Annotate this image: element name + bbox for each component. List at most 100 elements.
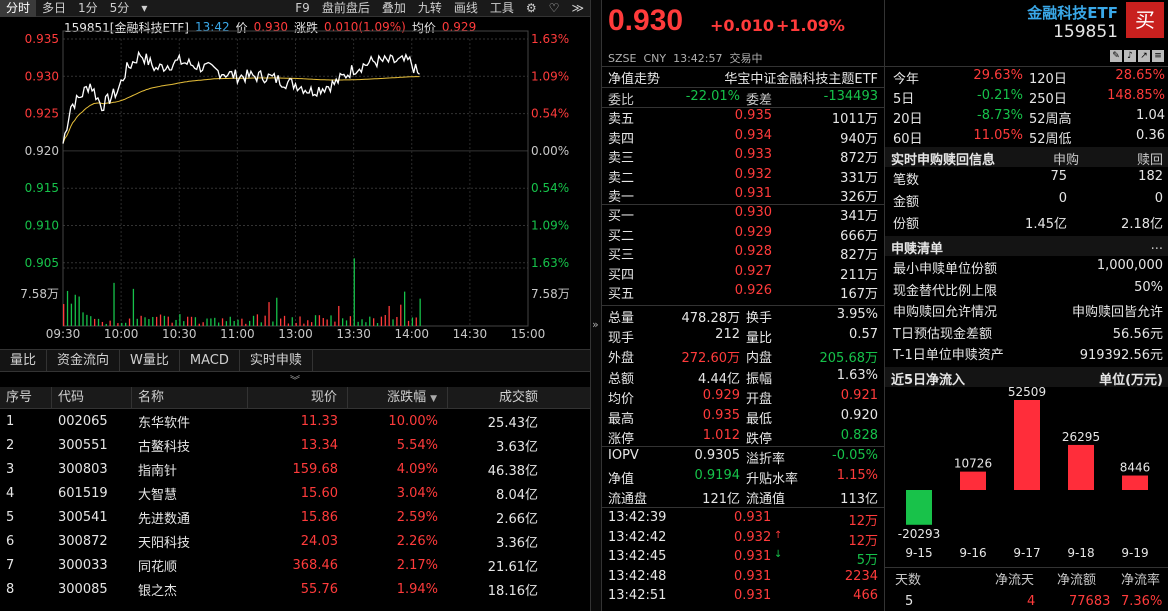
asks-row[interactable]: 卖二 0.932 331万 — [602, 167, 884, 186]
tab-w-volume-ratio[interactable]: W量比 — [120, 350, 180, 371]
up-arrow-icon: ↑ — [774, 529, 783, 541]
table-row[interactable]: 7 300033 同花顺 368.46 2.17% 21.61亿 — [0, 553, 590, 577]
row-price: 24.03 — [300, 533, 338, 549]
indicator-tabs: 量比 资金流向 W量比 MACD 实时申赎 — [0, 349, 590, 372]
table-row[interactable]: 5 300541 先进数通 15.86 2.59% 2.66亿 — [0, 505, 590, 529]
panel-divider[interactable]: » — [590, 0, 602, 611]
f9-button[interactable]: F9 — [295, 0, 310, 15]
draw-line-button[interactable]: 画线 — [453, 0, 478, 15]
stat-value: 0.57 — [849, 327, 878, 343]
volume-bar — [221, 318, 224, 326]
asks-row[interactable]: 卖一 0.931 326万 — [602, 186, 884, 205]
tab-intraday[interactable]: 分时 — [0, 0, 37, 17]
header-price[interactable]: 现价 — [248, 386, 348, 409]
stat-label: 内盘 — [746, 351, 773, 367]
table-row[interactable]: 6 300872 天阳科技 24.03 2.26% 3.36亿 — [0, 529, 590, 553]
tab-fund-flow[interactable]: 资金流向 — [47, 350, 121, 371]
y-axis-labels: 0.935 1.63% 0.930 1.09% 0.925 0.54% 0.920 0.00%… — [20, 32, 569, 301]
nine-turn-button[interactable]: 九转 — [417, 0, 442, 15]
table-row[interactable]: 2 300551 古鳌科技 13.34 5.54% 3.63亿 — [0, 433, 590, 457]
table-row[interactable]: 1 002065 东华软件 11.33 10.00% 25.43亿 — [0, 409, 590, 433]
header-code[interactable]: 代码 — [52, 386, 132, 409]
asks-price: 0.935 — [734, 108, 772, 123]
volume-bar — [361, 319, 363, 326]
bids-price: 0.929 — [734, 224, 772, 240]
flow-h-net-rate: 净流率 — [1121, 573, 1161, 588]
tab-1min[interactable]: 1分 — [78, 0, 98, 15]
heart-icon[interactable]: ♡ — [548, 0, 560, 15]
asks-level: 卖一 — [608, 190, 635, 205]
collapse-icon[interactable]: ︾ — [290, 376, 300, 387]
nav-trend-label[interactable]: 净值走势 — [608, 72, 661, 87]
intraday-chart[interactable]: 0.935 1.63% 0.930 1.09% 0.925 0.54% 0.920 0.00%… — [0, 30, 590, 345]
table-row[interactable]: 8 300085 银之杰 55.76 1.94% 18.16亿 — [0, 577, 590, 601]
row-change-pct: 2.26% — [396, 533, 438, 549]
edit-icon[interactable]: ✎ — [1110, 50, 1122, 62]
bell-icon[interactable]: ♪ — [1124, 50, 1136, 62]
fund-full-name: 华宝中证金融科技主题ETF — [724, 72, 878, 87]
stat-label: 现手 — [608, 331, 635, 347]
stat-value: 0.929 — [702, 387, 740, 403]
tick-price: 0.931 — [734, 588, 772, 604]
bids-level: 买五 — [608, 287, 635, 302]
gear-icon[interactable]: ⚙ — [525, 0, 537, 15]
volume-bar — [109, 320, 111, 326]
volume-bar — [252, 315, 255, 326]
bids-row[interactable]: 买二 0.929 666万 — [602, 225, 884, 244]
nav-row[interactable]: 净值走势 华宝中证金融科技主题ETF — [602, 68, 884, 87]
volume-bar — [152, 316, 154, 326]
volume-bar — [218, 322, 220, 326]
x-tick-label: 13:30 — [336, 327, 371, 341]
volume-bar — [415, 317, 417, 326]
asks-level: 卖五 — [608, 112, 635, 127]
realtime-creation: 75 — [1050, 169, 1067, 184]
header-index[interactable]: 序号 — [0, 386, 52, 409]
collapse-arrow-icon[interactable]: » — [592, 318, 599, 331]
flow-h-days: 天数 — [895, 573, 922, 588]
tab-realtime-creation[interactable]: 实时申赎 — [240, 350, 313, 371]
asks-row[interactable]: 卖四 0.934 940万 — [602, 128, 884, 147]
expand-icon[interactable]: ≫ — [571, 0, 584, 15]
asks-row[interactable]: 卖三 0.933 872万 — [602, 147, 884, 166]
volume-bar — [225, 321, 228, 326]
header-change-pct[interactable]: 涨跌幅 ▼ — [348, 386, 448, 409]
volume-bar — [128, 318, 131, 326]
volume-bar — [121, 322, 123, 326]
list-row: 现金替代比例上限 50% — [885, 280, 1168, 300]
header-turnover[interactable]: 成交额 — [498, 389, 538, 405]
tab-multiday[interactable]: 多日 — [42, 0, 67, 15]
flow-bar — [1014, 400, 1040, 490]
list-more-icon[interactable]: ... — [1150, 238, 1163, 253]
table-row[interactable]: 4 601519 大智慧 15.60 3.04% 8.04亿 — [0, 481, 590, 505]
etf-title: 金融科技ETF — [1027, 4, 1118, 22]
volume-bar — [214, 317, 216, 326]
flow-value-label: 10726 — [954, 457, 992, 471]
bids-row[interactable]: 买三 0.928 827万 — [602, 244, 884, 263]
tools-button[interactable]: 工具 — [489, 0, 514, 15]
table-row[interactable]: 3 300803 指南针 159.68 4.09% 46.38亿 — [0, 457, 590, 481]
tab-5min[interactable]: 5分 — [109, 0, 130, 15]
overlay-button[interactable]: 叠加 — [381, 0, 406, 15]
asks-row[interactable]: 卖五 0.935 1011万 — [602, 108, 884, 127]
bids-row[interactable]: 买一 0.930 341万 — [602, 205, 884, 224]
quote-panel: 0.930 +0.010 +1.09% SZSE CNY 13:42:57 交易… — [602, 0, 884, 611]
row-turnover: 21.61亿 — [487, 559, 538, 575]
stat-label: 溢折率 — [746, 452, 786, 467]
share-icon[interactable]: ↗ — [1138, 50, 1150, 62]
volume-bar — [210, 318, 212, 326]
volume-bar — [407, 320, 410, 326]
row-turnover: 18.16亿 — [487, 583, 538, 599]
order-ratio-row: 委比 -22.01% 委差 -134493 — [602, 89, 884, 108]
buy-button[interactable]: 买 — [1126, 2, 1164, 38]
tab-volume-ratio[interactable]: 量比 — [0, 350, 48, 371]
bids-row[interactable]: 买五 0.926 167万 — [602, 283, 884, 302]
pre-post-button[interactable]: 盘前盘后 — [321, 0, 370, 15]
period-dropdown-icon[interactable]: ▾ — [141, 0, 148, 15]
volume-bars — [63, 258, 421, 326]
menu-icon[interactable]: ≡ — [1152, 50, 1164, 62]
bids-row[interactable]: 买四 0.927 211万 — [602, 264, 884, 283]
volume-bar — [70, 303, 73, 326]
header-name[interactable]: 名称 — [132, 386, 248, 409]
stat-value: 0.9305 — [694, 448, 741, 463]
tab-macd[interactable]: MACD — [180, 350, 240, 371]
